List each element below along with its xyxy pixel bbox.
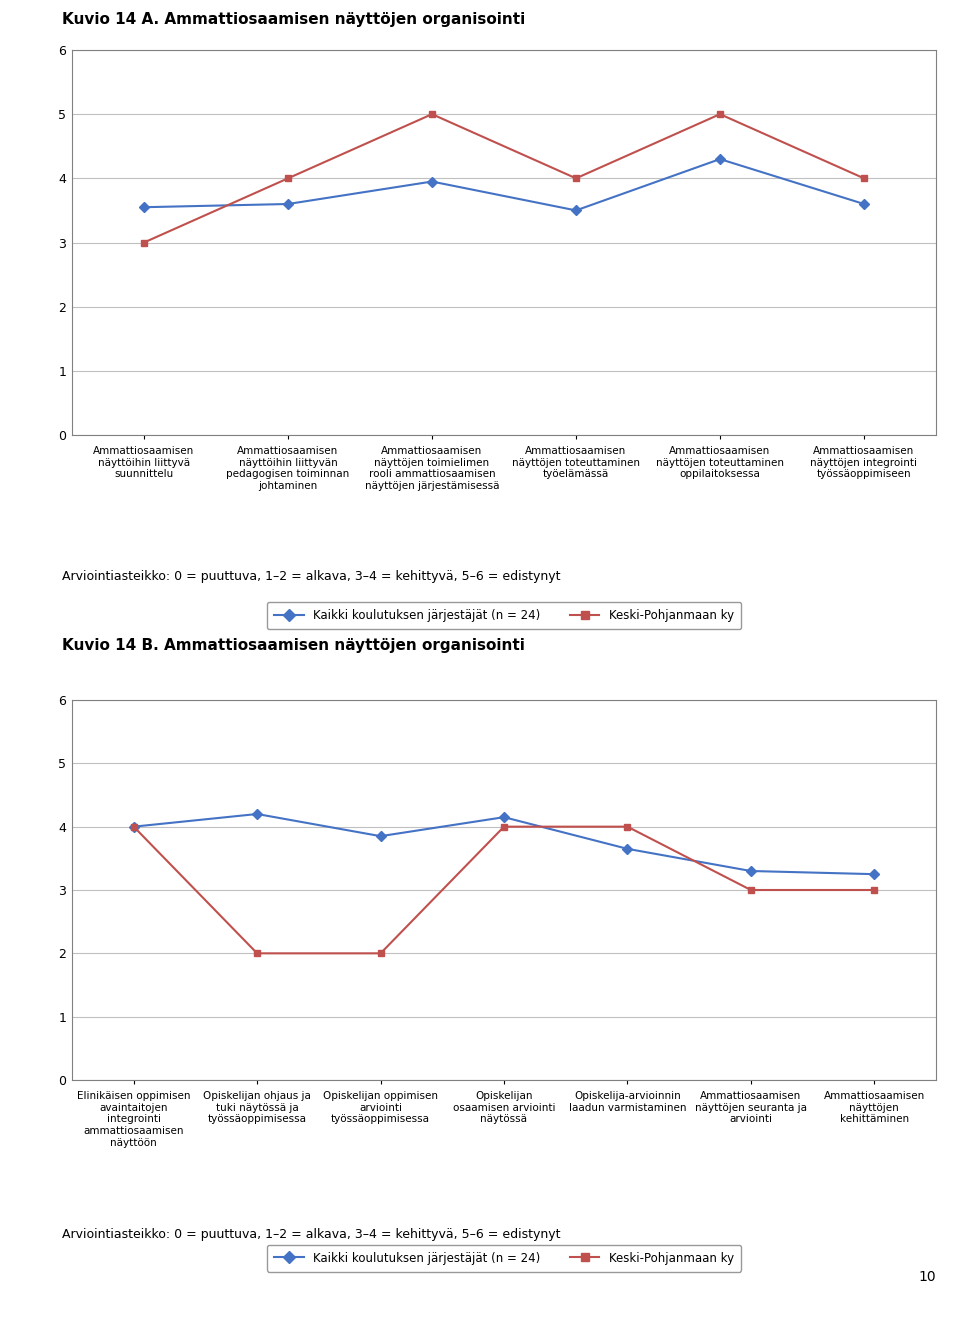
Text: Arviointiasteikko: 0 = puuttuva, 1–2 = alkava, 3–4 = kehittyvä, 5–6 = edistynyt: Arviointiasteikko: 0 = puuttuva, 1–2 = a… [62, 1228, 561, 1242]
Text: Nationella centret för utbildningsutvärdering: Nationella centret för utbildningsutvärd… [700, 1298, 950, 1307]
Text: Kansallinen koulutuksen arviointikeskus: Kansallinen koulutuksen arviointikeskus [10, 1298, 232, 1307]
Text: Arviointiasteikko: 0 = puuttuva, 1–2 = alkava, 3–4 = kehittyvä, 5–6 = edistynyt: Arviointiasteikko: 0 = puuttuva, 1–2 = a… [62, 569, 561, 583]
Text: Kuvio 14 B. Ammattiosaamisen näyttöjen organisointi: Kuvio 14 B. Ammattiosaamisen näyttöjen o… [62, 638, 525, 652]
Legend: Kaikki koulutuksen järjestäjät (n = 24), Keski-Pohjanmaan ky: Kaikki koulutuksen järjestäjät (n = 24),… [267, 1244, 741, 1272]
Text: Kuvio 14 A. Ammattiosaamisen näyttöjen organisointi: Kuvio 14 A. Ammattiosaamisen näyttöjen o… [62, 12, 526, 26]
Legend: Kaikki koulutuksen järjestäjät (n = 24), Keski-Pohjanmaan ky: Kaikki koulutuksen järjestäjät (n = 24),… [267, 602, 741, 629]
Text: 10: 10 [919, 1271, 936, 1284]
